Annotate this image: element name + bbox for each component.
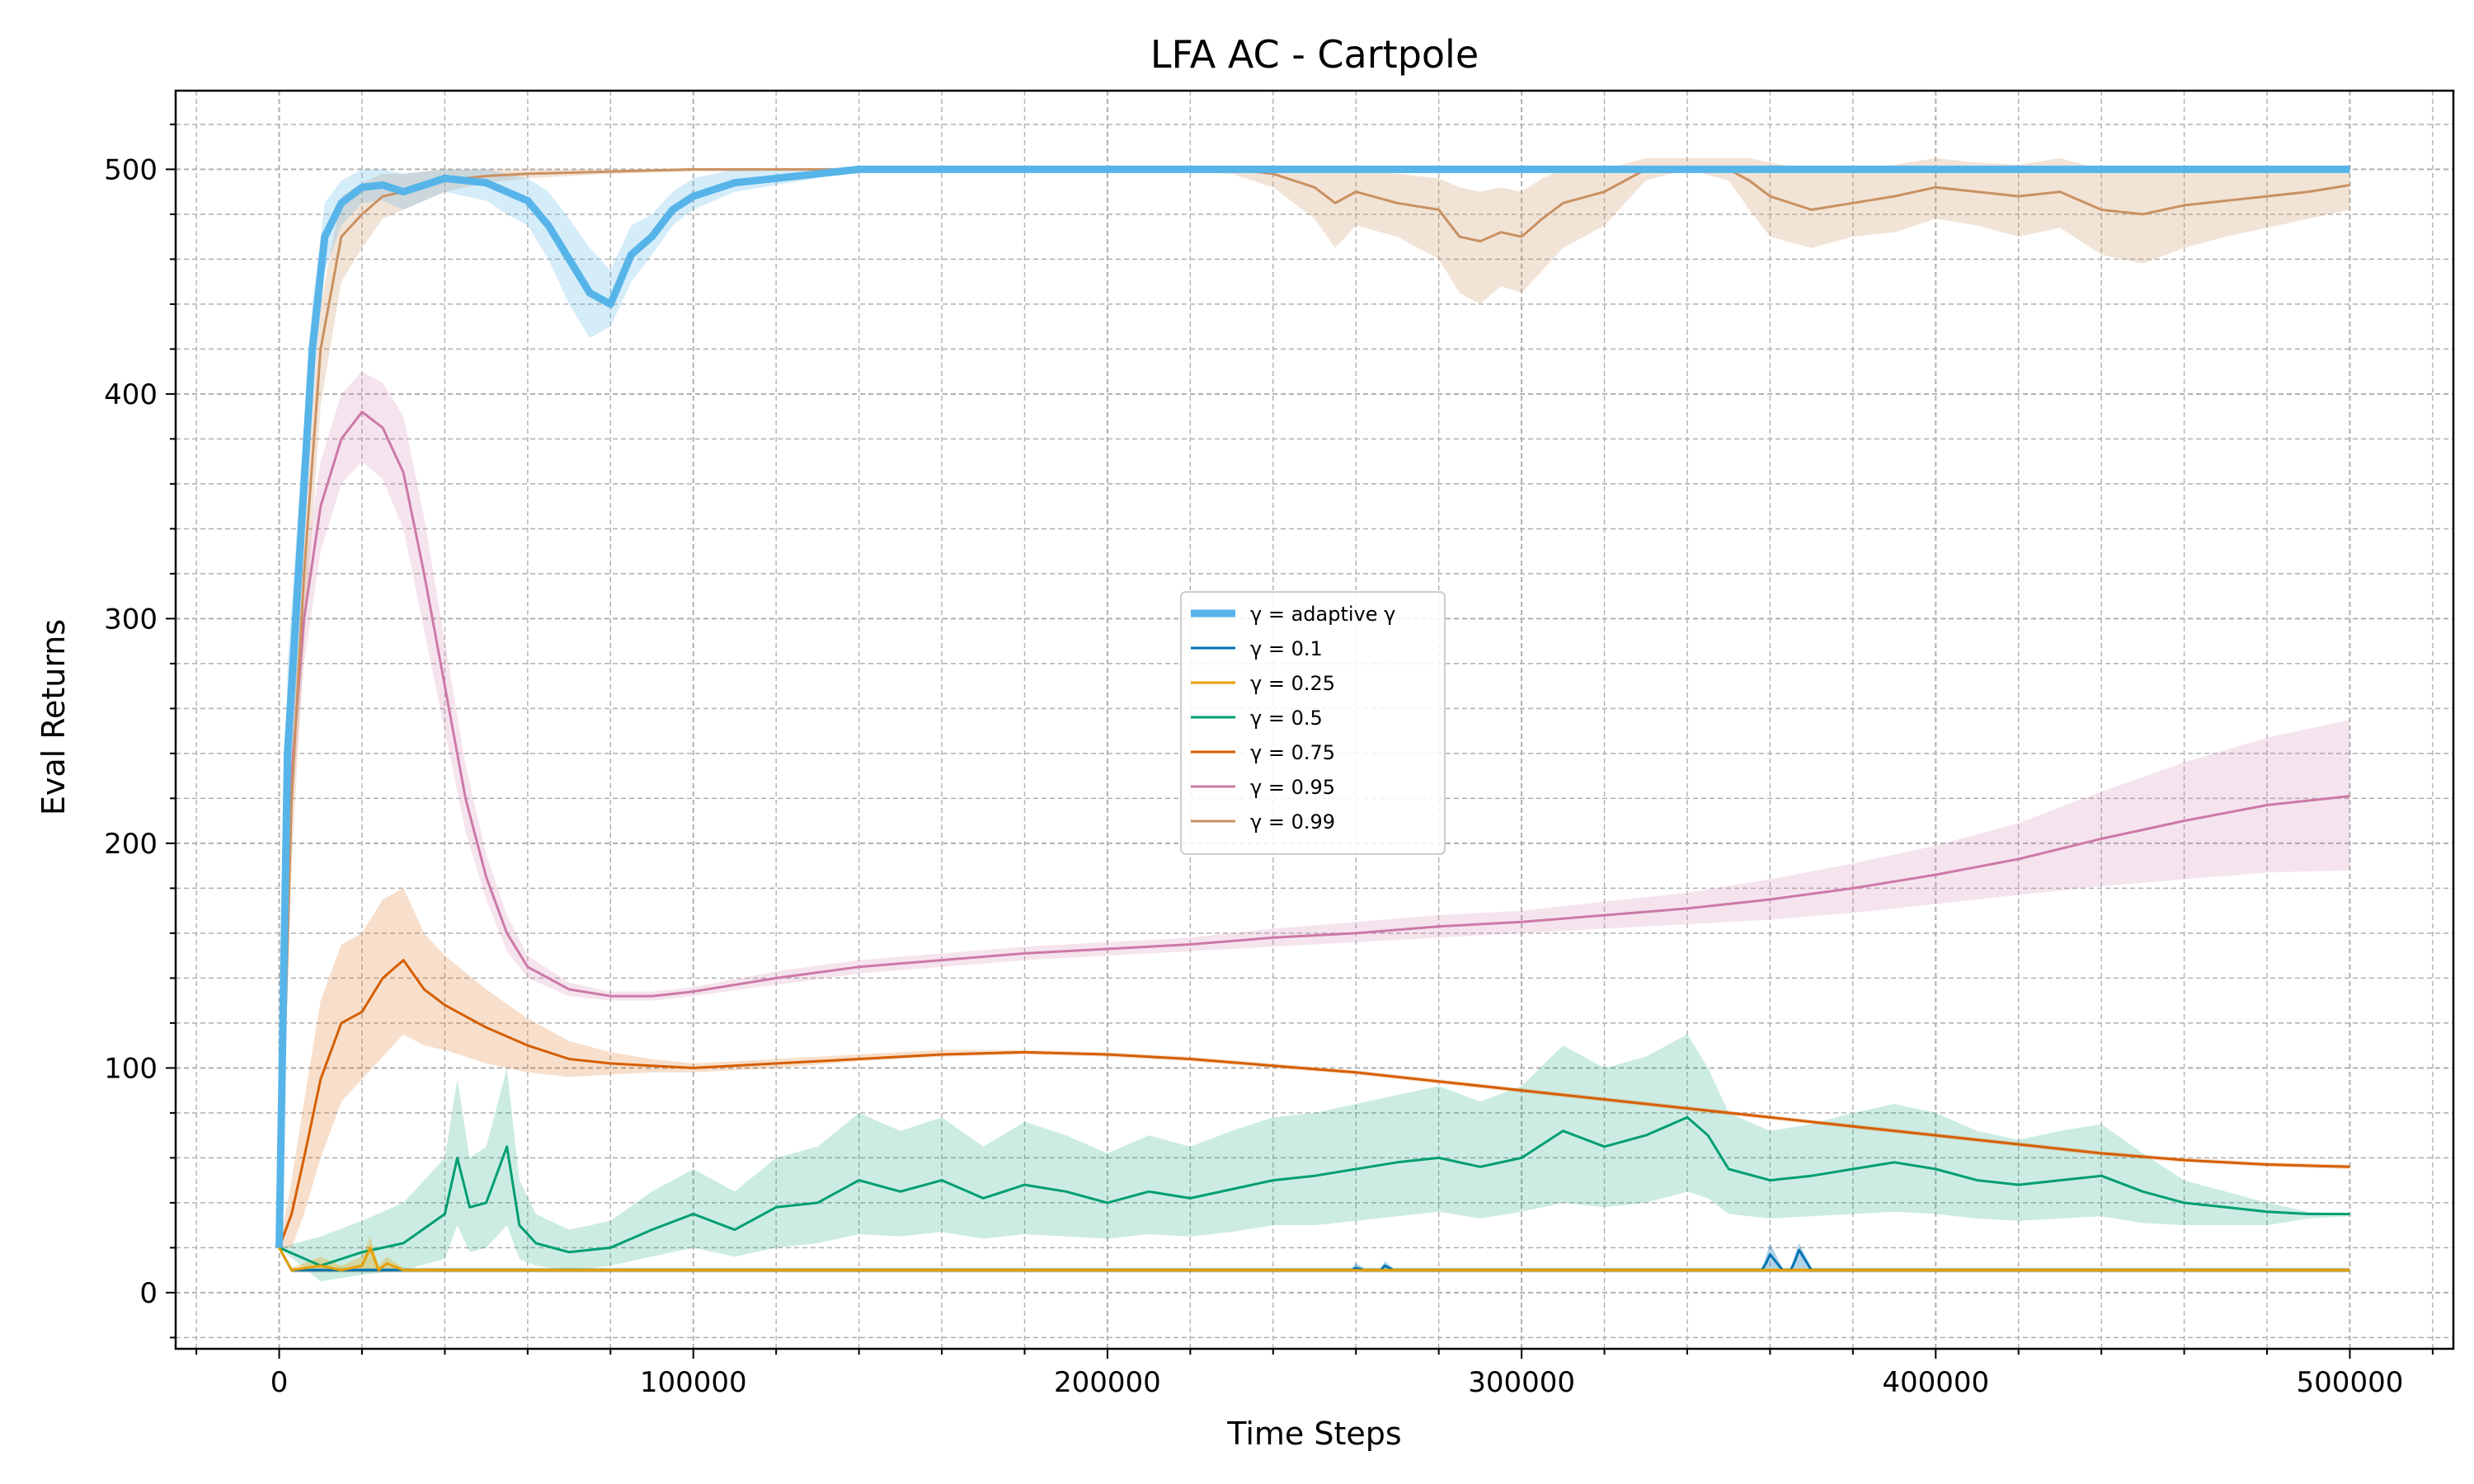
plot-frame [174,89,2455,1350]
series--05-line [278,1115,2350,1267]
y-tick-label: 100 [104,1052,158,1085]
y-tick-label: 300 [104,603,158,636]
x-axis-title: Time Steps [1226,1416,1401,1452]
legend-label: γ = adaptive γ [1250,603,1395,626]
chart-title: LFA AC - Cartpole [1150,32,1479,77]
series--095-line [278,411,2350,1248]
x-tick-label: 100000 [640,1366,747,1399]
x-tick-label: 300000 [1468,1366,1575,1399]
axis-ticks: 0 100000 200000 300000 400000 500000 0 100 200 30… [104,123,2434,1399]
y-tick-label: 400 [104,378,158,411]
legend-label: γ = 0.75 [1250,741,1335,764]
grid [176,91,2453,1349]
legend-box [1180,591,1446,855]
y-axis-title: Eval Returns [35,619,72,815]
series--075-line [278,959,2350,1248]
legend-label: γ = 0.99 [1250,810,1335,834]
legend-label: γ = 0.95 [1250,776,1335,799]
x-tick-label: 200000 [1054,1366,1161,1399]
x-tick-label: 0 [270,1366,289,1399]
series--025-band [279,1236,2350,1273]
legend: γ = adaptive γ γ = 0.1 γ = 0.25 γ = 0.5 γ = … [1180,591,1446,855]
y-tick-label: 500 [104,153,158,186]
x-tick-label: 400000 [1882,1366,1989,1399]
y-tick-label: 200 [104,828,158,861]
x-tick-label: 500000 [2297,1366,2404,1399]
legend-label: γ = 0.5 [1250,707,1323,730]
legend-label: γ = 0.25 [1250,672,1335,695]
legend-label: γ = 0.1 [1250,637,1323,660]
series--05-band [279,1034,2350,1282]
series--adaptive--line [275,165,2350,1248]
series--025-line [278,1246,2350,1272]
series-lines [275,165,2350,1272]
legend-items: γ = adaptive γ γ = 0.1 γ = 0.25 γ = 0.5 γ = … [1191,603,1395,834]
y-tick-label: 0 [139,1277,158,1310]
